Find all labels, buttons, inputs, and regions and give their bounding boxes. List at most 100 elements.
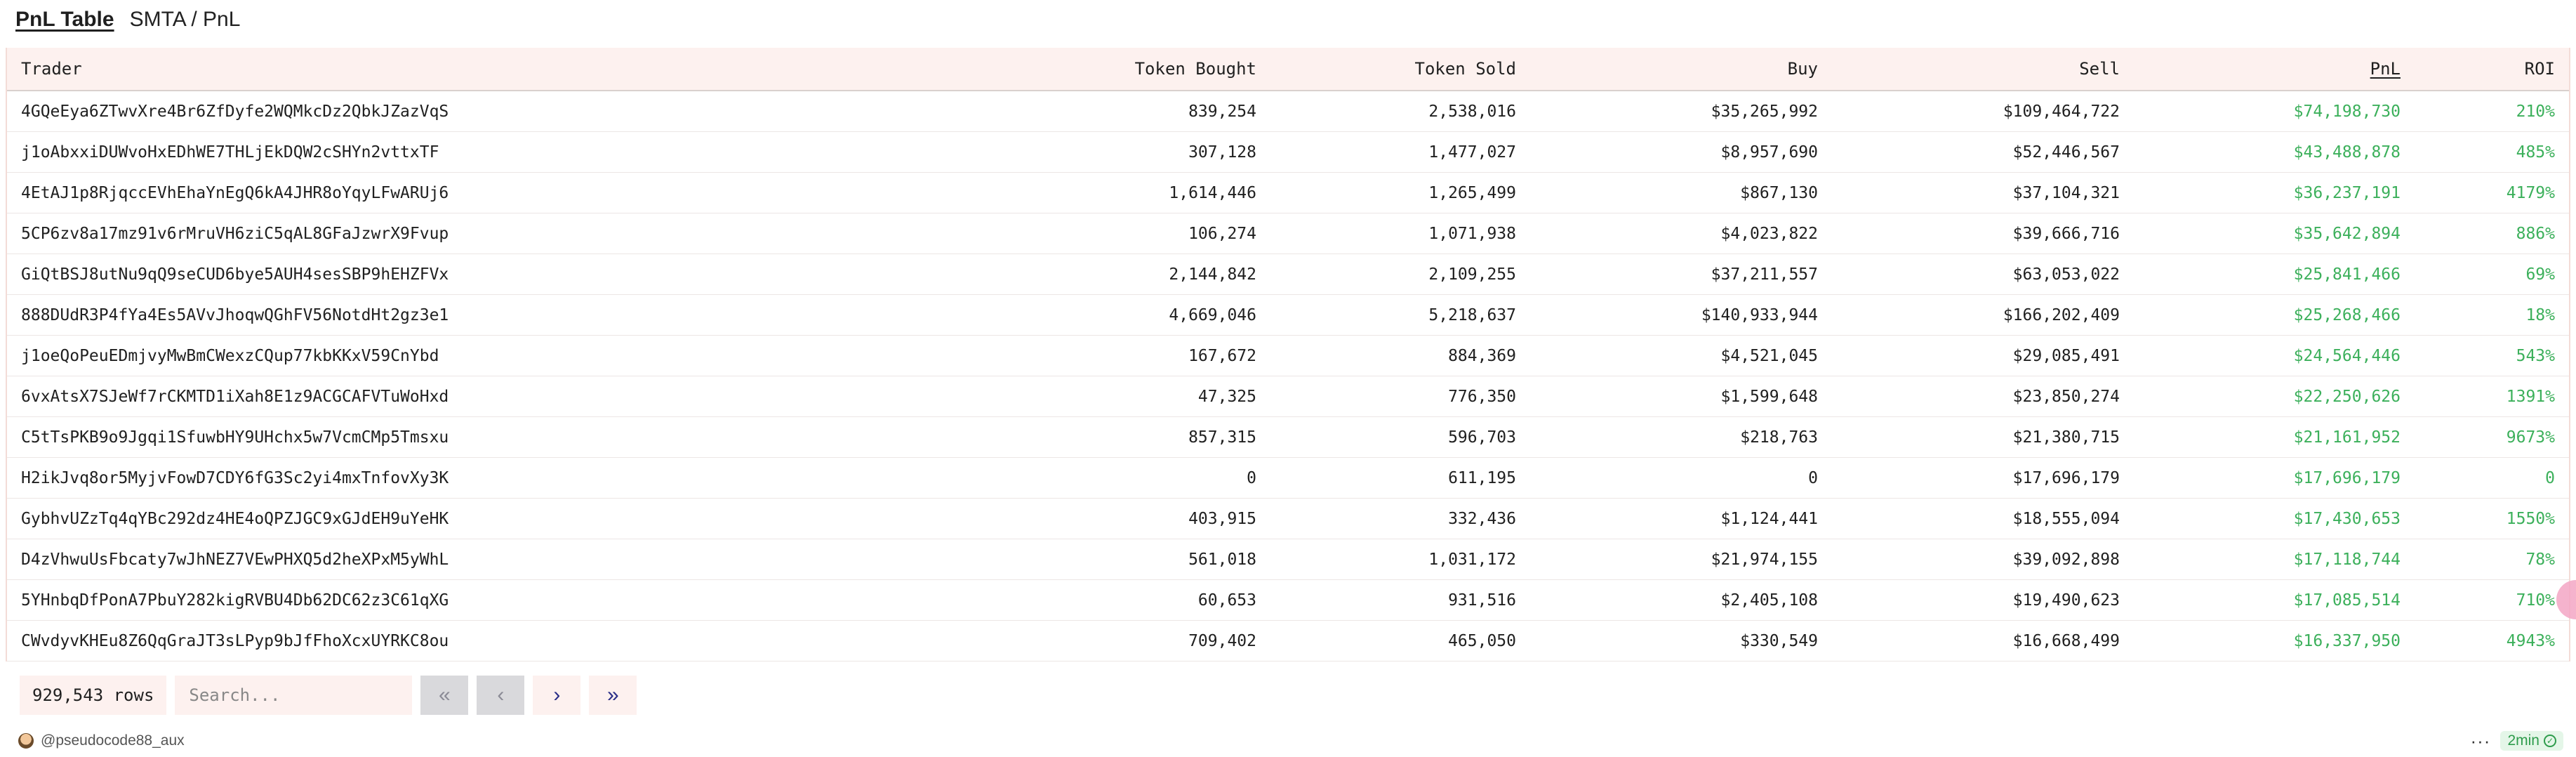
- column-header-token-bought[interactable]: Token Bought: [870, 48, 1270, 91]
- cell-token-bought: 561,018: [870, 539, 1270, 580]
- table-row[interactable]: 888DUdR3P4fYa4Es5AVvJhoqwQGhFV56NotdHt2g…: [7, 294, 2569, 336]
- cell-pnl: $25,841,466: [2134, 254, 2415, 295]
- cell-roi: 4943%: [2415, 620, 2569, 661]
- cell-token-sold: 465,050: [1270, 620, 1530, 661]
- cell-token-bought: 403,915: [870, 498, 1270, 539]
- more-dots-icon[interactable]: ···: [2470, 730, 2491, 751]
- cell-roi: 710%: [2415, 579, 2569, 621]
- cell-pnl: $43,488,878: [2134, 131, 2415, 173]
- page-header: PnL Table SMTA / PnL: [15, 0, 240, 39]
- cell-token-sold: 776,350: [1270, 376, 1530, 417]
- cell-sell: $39,666,716: [1832, 213, 2134, 254]
- cell-roi: 78%: [2415, 539, 2569, 580]
- table-row[interactable]: GybhvUZzTq4qYBc292dz4HE4oQPZJGC9xGJdEH9u…: [7, 498, 2569, 539]
- cell-buy: $4,521,045: [1530, 335, 1832, 376]
- table-footer: 929,543 rows « ‹ › »: [20, 676, 637, 715]
- table-row[interactable]: 4GQeEya6ZTwvXre4Br6ZfDyfe2WQMkcDz2QbkJZa…: [7, 91, 2569, 132]
- cell-token-sold: 596,703: [1270, 416, 1530, 458]
- cell-trader[interactable]: C5tTsPKB9o9Jgqi1SfuwbHY9UHchx5w7VcmCMp5T…: [7, 416, 870, 458]
- table-row[interactable]: j1oAbxxiDUWvoHxEDhWE7THLjEkDQW2cSHYn2vtt…: [7, 131, 2569, 173]
- table-row[interactable]: 5CP6zv8a17mz91v6rMruVH6ziC5qAL8GFaJzwrX9…: [7, 213, 2569, 254]
- cell-roi: 9673%: [2415, 416, 2569, 458]
- cell-trader[interactable]: 6vxAtsX7SJeWf7rCKMTD1iXah8E1z9ACGCAFVTuW…: [7, 376, 870, 417]
- table-row[interactable]: H2ikJvq8or5MyjvFowD7CDY6fG3Sc2yi4mxTnfov…: [7, 457, 2569, 499]
- cell-trader[interactable]: j1oAbxxiDUWvoHxEDhWE7THLjEkDQW2cSHYn2vtt…: [7, 131, 870, 173]
- cell-token-sold: 1,031,172: [1270, 539, 1530, 580]
- column-header-token-sold[interactable]: Token Sold: [1270, 48, 1530, 91]
- check-circle-icon: ✓: [2544, 735, 2556, 747]
- column-header-pnl[interactable]: PnL: [2134, 48, 2415, 91]
- cell-sell: $18,555,094: [1832, 498, 2134, 539]
- cell-token-bought: 106,274: [870, 213, 1270, 254]
- cell-trader[interactable]: 4EtAJ1p8RjqccEVhEhaYnEgQ6kA4JHR8oYqyLFwA…: [7, 172, 870, 213]
- search-input[interactable]: [175, 676, 413, 715]
- cell-sell: $16,668,499: [1832, 620, 2134, 661]
- cell-token-sold: 2,538,016: [1270, 91, 1530, 132]
- cell-sell: $17,696,179: [1832, 457, 2134, 499]
- table-row[interactable]: 5YHnbqDfPonA7PbuY282kigRVBU4Db62DC62z3C6…: [7, 579, 2569, 621]
- cell-buy: $140,933,944: [1530, 294, 1832, 336]
- table-row[interactable]: 6vxAtsX7SJeWf7rCKMTD1iXah8E1z9ACGCAFVTuW…: [7, 376, 2569, 417]
- last-page-button[interactable]: »: [589, 676, 637, 715]
- cell-sell: $63,053,022: [1832, 254, 2134, 295]
- cell-trader[interactable]: GybhvUZzTq4qYBc292dz4HE4oQPZJGC9xGJdEH9u…: [7, 498, 870, 539]
- cell-sell: $52,446,567: [1832, 131, 2134, 173]
- table-row[interactable]: C5tTsPKB9o9Jgqi1SfuwbHY9UHchx5w7VcmCMp5T…: [7, 416, 2569, 458]
- page-title[interactable]: PnL Table: [15, 8, 114, 31]
- cell-token-sold: 2,109,255: [1270, 254, 1530, 295]
- cell-pnl: $25,268,466: [2134, 294, 2415, 336]
- cell-token-bought: 307,128: [870, 131, 1270, 173]
- cell-trader[interactable]: 888DUdR3P4fYa4Es5AVvJhoqwQGhFV56NotdHt2g…: [7, 294, 870, 336]
- cell-trader[interactable]: 5YHnbqDfPonA7PbuY282kigRVBU4Db62DC62z3C6…: [7, 579, 870, 621]
- cell-roi: 0: [2415, 457, 2569, 499]
- prev-page-button[interactable]: ‹: [477, 676, 525, 715]
- cell-token-sold: 5,218,637: [1270, 294, 1530, 336]
- cell-roi: 543%: [2415, 335, 2569, 376]
- column-header-roi[interactable]: ROI: [2415, 48, 2569, 91]
- cell-trader[interactable]: 5CP6zv8a17mz91v6rMruVH6ziC5qAL8GFaJzwrX9…: [7, 213, 870, 254]
- cell-buy: $867,130: [1530, 172, 1832, 213]
- author-username[interactable]: @pseudocode88_aux: [41, 732, 185, 749]
- cell-token-bought: 857,315: [870, 416, 1270, 458]
- cell-pnl: $35,642,894: [2134, 213, 2415, 254]
- cell-token-bought: 2,144,842: [870, 254, 1270, 295]
- cell-trader[interactable]: CWvdyvKHEu8Z6QqGraJT3sLPyp9bJfFhoXcxUYRK…: [7, 620, 870, 661]
- table-header-row: Trader Token Bought Token Sold Buy Sell …: [7, 48, 2569, 91]
- cell-trader[interactable]: 4GQeEya6ZTwvXre4Br6ZfDyfe2WQMkcDz2QbkJZa…: [7, 91, 870, 132]
- cell-buy: $1,124,441: [1530, 498, 1832, 539]
- cell-sell: $37,104,321: [1832, 172, 2134, 213]
- column-header-trader[interactable]: Trader: [7, 48, 870, 91]
- cell-trader[interactable]: D4zVhwuUsFbcaty7wJhNEZ7VEwPHXQ5d2heXPxM5…: [7, 539, 870, 580]
- cell-pnl: $24,564,446: [2134, 335, 2415, 376]
- cell-token-bought: 709,402: [870, 620, 1270, 661]
- cell-token-bought: 0: [870, 457, 1270, 499]
- cell-pnl: $16,337,950: [2134, 620, 2415, 661]
- cell-pnl: $21,161,952: [2134, 416, 2415, 458]
- table-row[interactable]: 4EtAJ1p8RjqccEVhEhaYnEgQ6kA4JHR8oYqyLFwA…: [7, 172, 2569, 213]
- cell-token-sold: 884,369: [1270, 335, 1530, 376]
- cell-buy: $330,549: [1530, 620, 1832, 661]
- cell-trader[interactable]: H2ikJvq8or5MyjvFowD7CDY6fG3Sc2yi4mxTnfov…: [7, 457, 870, 499]
- cell-roi: 210%: [2415, 91, 2569, 132]
- cell-sell: $39,092,898: [1832, 539, 2134, 580]
- first-page-button[interactable]: «: [420, 676, 469, 715]
- column-header-sell[interactable]: Sell: [1832, 48, 2134, 91]
- cell-token-sold: 611,195: [1270, 457, 1530, 499]
- column-header-pnl-label[interactable]: PnL: [2370, 59, 2401, 79]
- table-row[interactable]: j1oeQoPeuEDmjvyMwBmCWexzCQup77kbKKxV59Cn…: [7, 335, 2569, 376]
- cell-token-bought: 839,254: [870, 91, 1270, 132]
- cell-token-sold: 1,477,027: [1270, 131, 1530, 173]
- table-row[interactable]: GiQtBSJ8utNu9qQ9seCUD6bye5AUH4sesSBP9hEH…: [7, 254, 2569, 295]
- cell-trader[interactable]: j1oeQoPeuEDmjvyMwBmCWexzCQup77kbKKxV59Cn…: [7, 335, 870, 376]
- table-row[interactable]: CWvdyvKHEu8Z6QqGraJT3sLPyp9bJfFhoXcxUYRK…: [7, 620, 2569, 661]
- cell-pnl: $17,696,179: [2134, 457, 2415, 499]
- avatar-icon: [18, 733, 34, 749]
- cell-trader[interactable]: GiQtBSJ8utNu9qQ9seCUD6bye5AUH4sesSBP9hEH…: [7, 254, 870, 295]
- next-page-button[interactable]: ›: [533, 676, 581, 715]
- refresh-badge[interactable]: 2min ✓: [2500, 731, 2563, 751]
- table-row[interactable]: D4zVhwuUsFbcaty7wJhNEZ7VEwPHXQ5d2heXPxM5…: [7, 539, 2569, 580]
- cell-roi: 4179%: [2415, 172, 2569, 213]
- column-header-buy[interactable]: Buy: [1530, 48, 1832, 91]
- breadcrumb: SMTA / PnL: [129, 8, 241, 31]
- cell-buy: $21,974,155: [1530, 539, 1832, 580]
